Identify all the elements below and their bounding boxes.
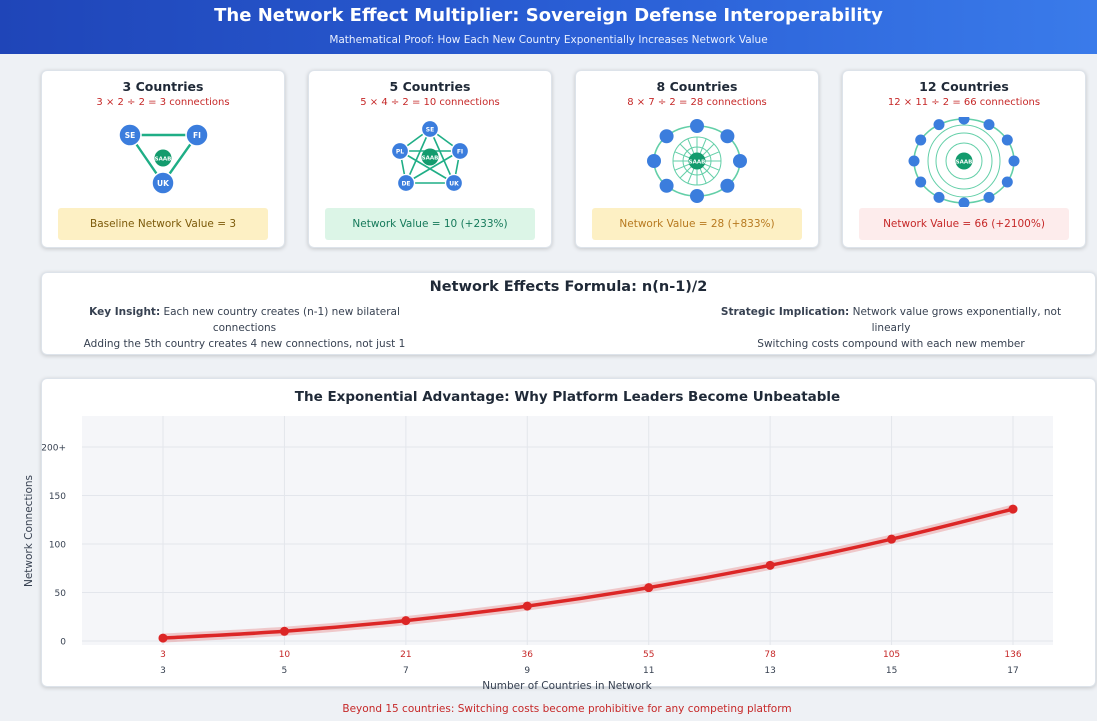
page-title: The Network Effect Multiplier: Sovereign… [214,5,883,26]
saab-hub-node [154,149,172,167]
country-node [983,119,995,131]
card-title: 12 Countries [919,79,1009,94]
card-formula: 12 × 11 ÷ 2 = 66 connections [887,97,1041,108]
network-value-badge: Baseline Network Value = 3 [58,208,268,240]
svg-text:SAAB: SAAB [155,157,172,163]
chart-card [41,378,1096,687]
country-node [690,189,704,203]
svg-text:PL: PL [396,149,404,156]
country-node [933,119,945,131]
svg-text:DE: DE [401,181,410,188]
y-axis-label: Network Connections [23,475,35,587]
country-node [647,154,661,168]
country-node [983,191,995,203]
country-node [1001,134,1013,146]
country-node [659,178,674,193]
country-node [659,129,674,144]
header: The Network Effect Multiplier: Sovereign… [0,0,1097,54]
network-card-12: 12 Countries 12 × 11 ÷ 2 = 66 connection… [842,70,1086,248]
network-value-badge: Network Value = 10 (+233%) [325,208,535,240]
country-node [720,129,735,144]
chart-title: The Exponential Advantage: Why Platform … [294,389,841,405]
card-title: 3 Countries [122,79,204,94]
network-card-3: 3 Countries 3 × 2 ÷ 2 = 3 connections SA… [41,70,285,248]
saab-hub-node [688,152,706,170]
network-card-8: 8 Countries 8 × 7 ÷ 2 = 28 connections S… [575,70,819,248]
network-diagram-3: SAAB SE FI UK [118,123,209,195]
country-node [933,191,945,203]
formula-panel: Network Effects Formula: n(n-1)/2 Key In… [41,272,1096,355]
card-formula: 3 × 2 ÷ 2 = 3 connections [96,97,230,108]
saab-hub-node [955,152,973,170]
svg-text:SE: SE [426,127,434,134]
hub-label: SAAB [956,160,973,166]
footer-note: Beyond 15 countries: Switching costs bec… [342,703,792,715]
hub-label: SAAB [689,160,706,166]
card-formula: 8 × 7 ÷ 2 = 28 connections [627,97,767,108]
network-diagram-5: SAAB SE FI UK DE PL [390,119,470,193]
formula-title: Network Effects Formula: n(n-1)/2 [429,279,708,295]
country-node [185,123,209,147]
network-diagram-8: SAAB [647,119,747,203]
key-insight: Key Insight: Each new country creates (n… [83,306,406,350]
country-node [908,155,920,167]
svg-text:FI: FI [193,131,201,140]
country-node [151,171,175,195]
svg-text:SE: SE [125,131,136,140]
svg-text:FI: FI [457,149,463,156]
strategic-implication: Strategic Implication: Network value gro… [720,306,1062,350]
card-title: 5 Countries [389,79,471,94]
country-node [720,178,735,193]
country-node [915,134,927,146]
network-diagram-12: SAAB [908,117,1020,207]
svg-text:UK: UK [157,179,170,188]
country-node [958,197,970,207]
svg-text:UK: UK [449,181,459,188]
svg-text:SAAB: SAAB [422,156,439,162]
country-node [915,176,927,188]
country-node [958,117,970,125]
card-formula: 5 × 4 ÷ 2 = 10 connections [360,97,500,108]
country-node [1008,155,1020,167]
country-node [733,154,747,168]
network-value-badge: Network Value = 28 (+833%) [592,208,802,240]
network-card-5: 5 Countries 5 × 4 ÷ 2 = 10 connections S… [308,70,552,248]
network-value-badge: Network Value = 66 (+2100%) [859,208,1069,240]
card-title: 8 Countries [656,79,738,94]
country-node [118,123,142,147]
country-node [1001,176,1013,188]
country-node [690,119,704,133]
page-subtitle: Mathematical Proof: How Each New Country… [329,34,768,46]
